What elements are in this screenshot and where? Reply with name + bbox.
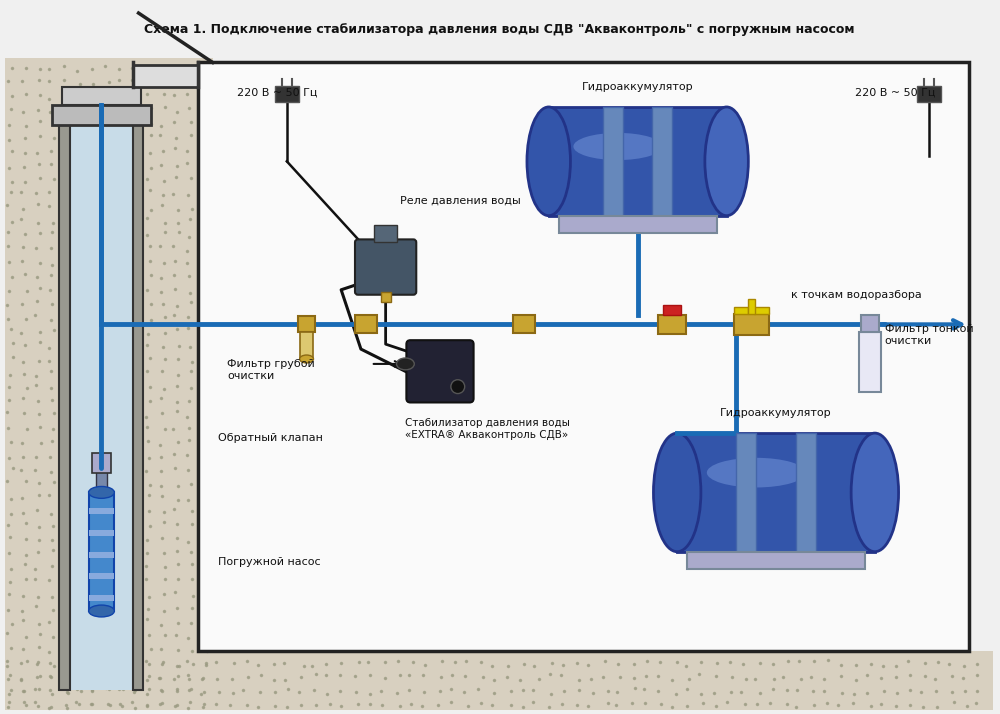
Bar: [663, 305, 681, 314]
Bar: [133, 66, 198, 87]
FancyBboxPatch shape: [406, 340, 474, 403]
Ellipse shape: [851, 433, 899, 552]
Bar: [89, 552, 114, 558]
Bar: [381, 292, 391, 301]
Bar: [549, 107, 727, 216]
Bar: [677, 433, 875, 552]
Bar: [133, 117, 143, 690]
Text: Фильтр тонкой
очистки: Фильтр тонкой очистки: [885, 324, 973, 346]
Bar: [796, 433, 816, 552]
Bar: [652, 107, 672, 216]
Ellipse shape: [397, 358, 414, 370]
Ellipse shape: [707, 458, 806, 488]
Bar: [559, 216, 717, 233]
Bar: [59, 117, 70, 690]
Text: Стабилизатор давления воды
«EXTRA® Акваконтроль СДВ»: Стабилизатор давления воды «EXTRA® Аквак…: [405, 418, 570, 440]
Ellipse shape: [300, 355, 313, 363]
Bar: [734, 313, 769, 336]
Bar: [5, 58, 213, 710]
Ellipse shape: [573, 133, 662, 160]
Bar: [89, 573, 114, 579]
Bar: [859, 332, 881, 391]
Text: Реле давления воды: Реле давления воды: [400, 196, 521, 206]
Bar: [513, 316, 535, 333]
Text: Обратный клапан: Обратный клапан: [218, 433, 322, 443]
Bar: [59, 117, 143, 690]
Bar: [92, 453, 111, 473]
Ellipse shape: [451, 380, 465, 393]
Bar: [96, 468, 107, 493]
Bar: [374, 225, 397, 242]
Bar: [687, 552, 865, 570]
Ellipse shape: [89, 605, 114, 617]
Ellipse shape: [89, 486, 114, 498]
Bar: [861, 314, 879, 332]
Text: Гидроаккумулятор: Гидроаккумулятор: [720, 408, 832, 418]
Text: Гидроаккумулятор: Гидроаккумулятор: [582, 82, 693, 92]
Text: 220 В ~ 50 Гц: 220 В ~ 50 Гц: [237, 87, 318, 97]
Bar: [298, 316, 315, 332]
Text: 220 В ~ 50 Гц: 220 В ~ 50 Гц: [855, 87, 935, 97]
Bar: [89, 595, 114, 601]
Bar: [917, 86, 941, 102]
Bar: [89, 530, 114, 536]
Ellipse shape: [653, 433, 701, 552]
Bar: [62, 87, 141, 105]
Bar: [658, 314, 686, 334]
Bar: [5, 650, 993, 710]
Bar: [198, 63, 969, 650]
Bar: [754, 306, 769, 313]
Text: Фильтр грубой
очистки: Фильтр грубой очистки: [227, 359, 315, 381]
Bar: [734, 306, 748, 313]
Bar: [275, 86, 299, 102]
Ellipse shape: [527, 107, 570, 216]
Bar: [736, 433, 756, 552]
Bar: [300, 332, 313, 359]
Text: к точкам водоразбора: к точкам водоразбора: [791, 290, 922, 300]
Ellipse shape: [705, 107, 748, 216]
Bar: [355, 316, 377, 333]
FancyBboxPatch shape: [355, 239, 416, 295]
Bar: [748, 298, 755, 313]
Bar: [89, 493, 114, 611]
Text: Погружной насос: Погружной насос: [218, 557, 320, 567]
Bar: [89, 508, 114, 514]
Bar: [603, 107, 623, 216]
Text: Схема 1. Подключение стабилизатора давления воды СДВ "Акваконтроль" с погружным : Схема 1. Подключение стабилизатора давле…: [144, 24, 855, 36]
Bar: [52, 105, 151, 125]
